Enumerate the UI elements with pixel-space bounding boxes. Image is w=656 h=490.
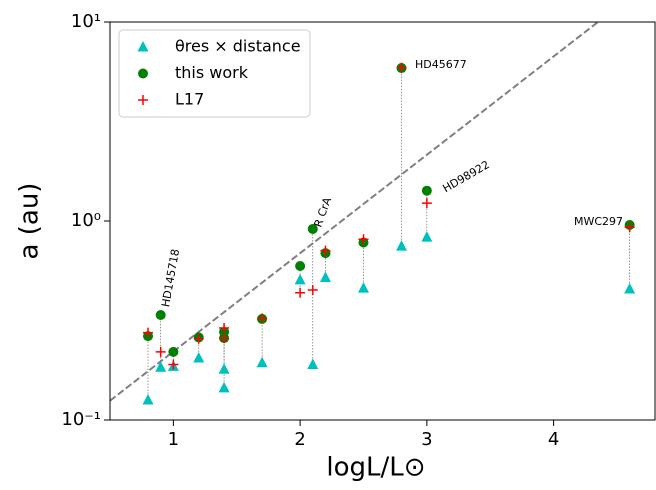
triangle-marker	[294, 273, 306, 285]
triangle-marker	[256, 356, 268, 368]
triangle-marker	[218, 381, 230, 393]
triangle-marker	[142, 394, 154, 405]
plus-marker	[624, 222, 635, 233]
legend-label: this work	[175, 63, 249, 82]
plus-marker	[155, 346, 166, 357]
triangle-marker	[137, 41, 149, 52]
circle-marker	[138, 68, 148, 79]
legend-label: L17	[175, 90, 204, 109]
x-tick-label: 3	[421, 429, 432, 450]
annotation: HD45677	[415, 58, 467, 71]
x-tick-label: 2	[294, 429, 305, 450]
y-tick-label: 10⁰	[71, 210, 101, 231]
annotation: HD98922	[441, 158, 492, 195]
plus-marker	[143, 327, 154, 338]
plus-marker	[138, 95, 148, 105]
y-axis-label: a (au)	[15, 183, 45, 260]
plus-marker	[219, 322, 230, 333]
triangle-marker	[307, 358, 319, 370]
y-tick-label: 10⁻¹	[61, 409, 101, 430]
circle-marker	[421, 185, 432, 196]
plus-marker	[320, 245, 331, 256]
annotation: R CrA	[311, 195, 334, 229]
plus-marker	[358, 234, 369, 245]
x-axis-label: logL/L⊙	[326, 453, 425, 483]
circle-marker	[295, 261, 306, 272]
triangle-marker	[396, 240, 408, 251]
triangle-marker	[155, 361, 167, 372]
circle-marker	[168, 346, 179, 357]
reference-line	[110, 22, 599, 402]
plus-marker	[396, 62, 407, 73]
plus-marker	[295, 287, 306, 298]
triangle-marker	[319, 271, 331, 283]
plus-marker	[421, 198, 432, 209]
y-tick-label: 10¹	[71, 11, 101, 32]
annotation: MWC297	[574, 215, 623, 228]
legend-box	[118, 29, 311, 118]
plus-marker	[168, 359, 179, 370]
plus-marker	[307, 285, 318, 296]
plus-marker	[193, 333, 204, 344]
triangle-marker	[193, 351, 205, 363]
annotation: HD145718	[159, 248, 182, 308]
legend-label: θres × distance	[175, 37, 301, 56]
x-tick-label: 4	[548, 429, 559, 450]
triangle-marker	[421, 231, 433, 242]
x-tick-label: 1	[168, 429, 179, 450]
plus-marker	[219, 333, 230, 344]
plus-marker	[257, 313, 268, 324]
circle-marker	[307, 223, 318, 234]
circle-marker	[155, 310, 166, 321]
triangle-marker	[624, 283, 636, 294]
triangle-marker	[357, 282, 369, 293]
triangle-marker	[218, 363, 230, 374]
plot-frame	[109, 21, 656, 421]
